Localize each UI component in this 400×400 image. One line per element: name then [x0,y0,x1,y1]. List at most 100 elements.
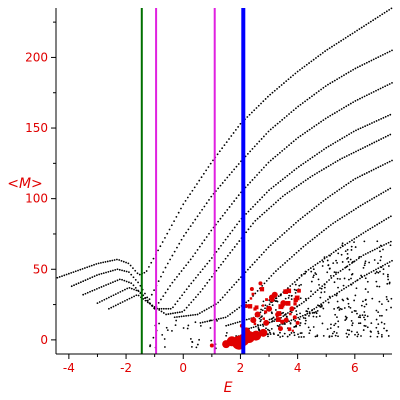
data-point [256,290,259,292]
data-point [208,259,211,262]
data-point [363,173,366,175]
data-point [317,278,320,281]
data-point [91,289,94,292]
data-point [288,333,291,336]
data-point [365,23,368,26]
data-point [250,111,253,114]
data-point [258,140,261,143]
data-point [228,206,231,208]
data-point [307,297,310,300]
data-point [272,203,275,206]
data-point [237,125,240,128]
data-point [186,196,189,199]
data-point [256,258,258,261]
data-point [320,231,323,234]
data-point [281,178,284,181]
data-point [203,239,206,242]
data-point [220,317,222,320]
data-point [343,74,345,77]
data-point [248,113,251,116]
data-point [292,109,295,112]
data-point [228,138,230,140]
data-point [281,335,284,338]
data-point [265,327,267,330]
data-point [82,280,85,283]
data-point [359,148,362,151]
data-point [324,50,326,53]
red-data-point [259,287,265,292]
data-point [353,241,355,244]
data-point [171,281,174,284]
data-point [230,203,233,205]
data-point [327,301,330,304]
data-point [353,310,356,312]
data-point [194,313,197,316]
data-point [74,270,77,273]
data-point [391,259,393,262]
data-point [249,150,252,153]
data-point [293,253,296,256]
data-point [169,307,172,310]
data-point [116,268,119,271]
data-point [185,264,188,267]
data-point [323,148,325,151]
data-point [377,262,379,265]
data-point [277,268,280,270]
data-point [350,319,353,322]
data-point [255,107,258,109]
data-point [387,216,390,219]
red-data-point [261,304,265,307]
data-point [377,267,380,270]
data-point [347,305,350,308]
data-point [112,269,114,272]
data-point [350,330,353,333]
data-point [247,299,250,302]
data-point [133,295,135,298]
data-point [285,80,288,83]
data-point [264,307,266,310]
data-point [268,318,271,321]
data-point [304,322,307,325]
data-point [262,100,265,103]
red-data-point [209,343,214,348]
data-point [260,308,262,311]
data-point [86,266,89,269]
data-point [366,124,369,127]
data-point [205,202,208,205]
red-data-point [258,281,263,286]
data-point [253,145,256,148]
data-point [312,276,315,279]
data-point [70,285,73,288]
data-point [121,269,123,272]
data-point [132,276,135,279]
data-point [307,242,309,244]
data-point [332,262,335,265]
data-point [348,263,351,266]
data-point [355,236,358,239]
data-point [210,319,213,322]
data-point [299,297,302,300]
data-point [304,317,307,320]
data-point [375,167,377,170]
data-point [270,205,273,208]
data-point [112,294,115,297]
data-point [251,263,254,266]
data-point [225,324,228,327]
data-point [317,55,320,58]
data-point [167,313,170,315]
data-point [288,190,291,193]
data-point [384,115,387,118]
data-point [170,224,173,227]
data-point [157,280,160,283]
data-point [287,287,289,289]
data-point [118,259,121,261]
data-point [310,270,313,273]
data-point [290,319,293,322]
data-point [229,313,232,316]
data-point [363,25,365,27]
data-point [320,88,322,91]
data-point [282,315,285,318]
data-point [162,312,165,314]
data-point [350,249,353,251]
data-point [338,290,341,293]
